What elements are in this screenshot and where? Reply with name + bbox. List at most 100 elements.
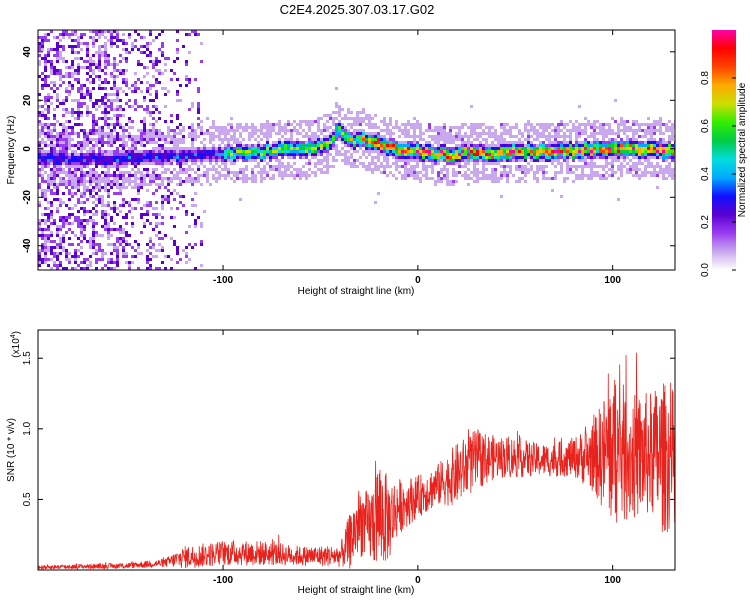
spectrogram-cell	[365, 168, 368, 171]
spectrogram-cell	[122, 156, 125, 159]
spectrogram-cell	[584, 174, 587, 177]
spectrogram-cell	[635, 165, 638, 168]
spectrogram-cell	[611, 144, 614, 147]
spectrogram-cell	[155, 60, 158, 63]
spectrogram-cell	[260, 180, 263, 183]
spectrogram-cell	[44, 261, 47, 264]
spectrogram-cell	[50, 252, 53, 255]
spectrogram-cell	[617, 129, 620, 132]
spectrogram-cell	[158, 249, 161, 252]
spectrogram-cell	[215, 147, 218, 150]
spectrogram-cell	[107, 123, 110, 126]
spectrogram-cell	[95, 129, 98, 132]
spectrogram-cell	[137, 87, 140, 90]
spectrogram-cell	[266, 147, 269, 150]
spectrogram-cell	[407, 120, 410, 123]
spectrogram-cell	[104, 180, 107, 183]
spectrogram-cell	[563, 132, 566, 135]
spectrogram-cell	[407, 162, 410, 165]
spectrogram-cell	[617, 135, 620, 138]
spectrogram-cell	[419, 159, 422, 162]
spectrogram-cell	[620, 144, 623, 147]
spectrogram-cell	[200, 42, 203, 45]
spectrogram-cell	[359, 132, 362, 135]
spectrogram-cell	[317, 141, 320, 144]
spectrogram-cell	[314, 141, 317, 144]
spectrogram-cell	[137, 168, 140, 171]
spectrogram-cell	[449, 159, 452, 162]
spectrogram-cell	[89, 159, 92, 162]
spectrogram-cell	[62, 156, 65, 159]
spectrogram-cell	[164, 147, 167, 150]
spectrogram-cell	[167, 147, 170, 150]
spectrogram-cell	[617, 153, 620, 156]
spectrogram-cell	[68, 72, 71, 75]
spectrogram-cell	[149, 114, 152, 117]
spectrogram-cell	[536, 156, 539, 159]
spectrogram-cell	[662, 150, 665, 153]
spectrogram-cell	[200, 153, 203, 156]
spectrogram-cell	[77, 216, 80, 219]
spectrogram-cell	[161, 216, 164, 219]
spectrogram-cell	[392, 138, 395, 141]
spectrogram-cell	[44, 114, 47, 117]
spectrogram-cell	[128, 147, 131, 150]
spectrogram-cell	[293, 120, 296, 123]
spectrogram-cell	[50, 216, 53, 219]
spectrogram-cell	[254, 177, 257, 180]
spectrogram-cell	[647, 126, 650, 129]
spectrogram-cell	[44, 153, 47, 156]
spectrogram-cell	[134, 144, 137, 147]
spectrogram-cell	[143, 75, 146, 78]
spectrogram-cell	[200, 183, 203, 186]
spectrogram-cell	[632, 129, 635, 132]
spectrogram-cell	[137, 192, 140, 195]
spectrogram-cell	[143, 180, 146, 183]
spectrogram-cell	[269, 132, 272, 135]
spectrogram-cell	[593, 123, 596, 126]
spectrogram-cell	[263, 150, 266, 153]
spectrogram-cell	[170, 129, 173, 132]
spectrogram-cell	[440, 156, 443, 159]
spectrogram-cell	[470, 177, 473, 180]
spectrogram-cell	[92, 213, 95, 216]
spectrogram-cell	[338, 126, 341, 129]
spectrogram-cell	[662, 123, 665, 126]
spectrogram-cell	[593, 132, 596, 135]
spectrogram-cell	[287, 150, 290, 153]
spectrogram-cell	[41, 39, 44, 42]
spectrogram-cell	[269, 165, 272, 168]
spectrogram-cell	[89, 150, 92, 153]
spectrogram-cell	[299, 120, 302, 123]
spectrogram-cell	[140, 207, 143, 210]
spectrogram-cell	[488, 129, 491, 132]
spectrogram-cell	[131, 156, 134, 159]
spectrogram-cell	[140, 153, 143, 156]
spectrogram-cell	[80, 252, 83, 255]
spectrogram-cell	[599, 129, 602, 132]
spectrogram-cell	[83, 93, 86, 96]
spectrogram-cell	[494, 162, 497, 165]
spectrogram-cell	[233, 171, 236, 174]
spectrogram-cell	[110, 45, 113, 48]
spectrogram-cell	[119, 72, 122, 75]
spectrogram-cell	[74, 168, 77, 171]
spectrogram-cell	[257, 147, 260, 150]
spectrogram-cell	[608, 144, 611, 147]
spectrogram-cell	[437, 174, 440, 177]
spectrogram-cell	[536, 138, 539, 141]
spectrogram-cell	[494, 132, 497, 135]
spectrogram-cell	[251, 180, 254, 183]
spectrogram-cell	[152, 111, 155, 114]
spectrogram-cell	[50, 183, 53, 186]
spectrogram-cell	[77, 99, 80, 102]
spectrogram-cell	[59, 183, 62, 186]
spectrogram-cell	[317, 147, 320, 150]
spectrogram-cell	[197, 177, 200, 180]
spectrogram-cell	[59, 168, 62, 171]
spectrogram-cell	[257, 165, 260, 168]
spectrogram-cell	[137, 159, 140, 162]
spectrogram-cell	[86, 45, 89, 48]
spectrogram-cell	[404, 150, 407, 153]
